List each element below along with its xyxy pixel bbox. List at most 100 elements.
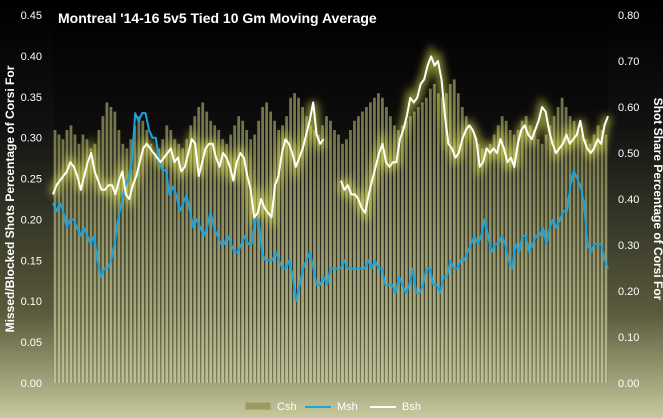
csh-bar (117, 130, 121, 383)
csh-bar (548, 125, 552, 384)
csh-bar (572, 120, 576, 384)
csh-bar (241, 120, 245, 384)
csh-bar (560, 97, 564, 384)
right-tick-label: 0.70 (618, 56, 639, 68)
series-lines (48, 43, 613, 303)
csh-bar (245, 130, 249, 383)
left-tick-label: 0.40 (21, 51, 42, 63)
csh-bar (293, 93, 296, 383)
csh-bar (576, 130, 580, 383)
csh-bar (408, 116, 412, 383)
left-tick-label: 0.00 (21, 378, 42, 390)
csh-bar (261, 107, 265, 383)
csh-bar (121, 143, 125, 383)
csh-bar (177, 143, 181, 383)
csh-bar (141, 120, 145, 384)
csh-bar (416, 107, 420, 383)
csh-bar (185, 139, 189, 383)
csh-bar (305, 116, 308, 383)
csh-bar (277, 130, 280, 383)
left-tick-label: 0.45 (21, 10, 42, 22)
csh-bar (333, 130, 336, 383)
right-axis-ticks: 0.00 0.10 0.20 0.30 0.40 0.50 0.60 0.70 0.80 (618, 10, 639, 390)
csh-bar (69, 125, 73, 384)
csh-bar (181, 148, 185, 383)
csh-bar (420, 102, 424, 384)
csh-bar (329, 120, 332, 384)
csh-bar (145, 130, 149, 383)
left-tick-label: 0.35 (21, 92, 42, 104)
csh-bar (472, 134, 476, 383)
csh-bar (233, 125, 237, 384)
csh-bar (197, 107, 201, 383)
csh-bar (532, 130, 536, 383)
left-tick-label: 0.10 (21, 296, 42, 308)
msh-line (52, 112, 609, 303)
csh-bar (432, 84, 436, 383)
csh-bar (337, 134, 340, 383)
csh-bar (377, 93, 380, 383)
csh-bar (73, 134, 77, 383)
csh-bar (201, 102, 205, 384)
csh-bar (568, 116, 572, 383)
csh-bar (452, 79, 456, 384)
csh-bar (592, 134, 596, 383)
csh-bar (189, 125, 193, 384)
right-tick-label: 0.00 (618, 378, 639, 390)
csh-bar (53, 130, 57, 383)
csh-bar (149, 143, 153, 383)
right-tick-label: 0.20 (618, 286, 639, 298)
chart-title: Montreal '14-16 5v5 Tied 10 Gm Moving Av… (58, 10, 377, 26)
csh-bar (516, 130, 520, 383)
csh-bar (221, 139, 225, 383)
csh-bar (373, 97, 376, 384)
left-axis-label: Missed/Blocked Shots Percentage of Corsi… (3, 65, 17, 332)
csh-bar (225, 143, 229, 383)
csh-bar (209, 120, 213, 384)
csh-bar (129, 139, 133, 383)
csh-bar (496, 125, 500, 384)
csh-bar (173, 139, 177, 383)
csh-bar (524, 116, 528, 383)
csh-bar (165, 125, 169, 384)
csh-bar (389, 116, 392, 383)
csh-bar (600, 130, 604, 383)
csh-bar (57, 134, 61, 383)
csh-bar (257, 120, 261, 384)
csh-bar (404, 120, 408, 384)
csh-bar (157, 148, 161, 383)
csh-bar (480, 148, 484, 383)
csh-bar (464, 116, 468, 383)
csh-bar (77, 143, 81, 383)
csh-bar (289, 97, 292, 384)
bsh-line (52, 55, 609, 219)
legend-label-msh: Msh (337, 401, 358, 413)
csh-bar (540, 143, 544, 383)
right-tick-label: 0.80 (618, 10, 639, 22)
csh-bar (544, 134, 548, 383)
csh-bar (580, 134, 584, 383)
csh-bar (137, 116, 141, 383)
csh-bar (428, 88, 432, 383)
right-tick-label: 0.30 (618, 240, 639, 252)
csh-bar (281, 125, 284, 384)
csh-bar (584, 139, 588, 383)
csh-bar (161, 139, 165, 383)
right-tick-label: 0.60 (618, 102, 639, 114)
csh-bar (564, 107, 568, 383)
left-tick-label: 0.20 (21, 214, 42, 226)
csh-bar (269, 111, 272, 383)
csh-bar (109, 107, 113, 383)
csh-bar (217, 130, 221, 383)
csh-bar (536, 139, 540, 383)
csh-bar (213, 125, 217, 384)
csh-bar (345, 139, 348, 383)
csh-bar (365, 107, 368, 383)
csh-bar (97, 130, 101, 383)
legend: Csh Msh Bsh (244, 401, 421, 413)
csh-bar (249, 139, 253, 383)
csh-bar (436, 93, 440, 383)
right-tick-label: 0.50 (618, 148, 639, 160)
